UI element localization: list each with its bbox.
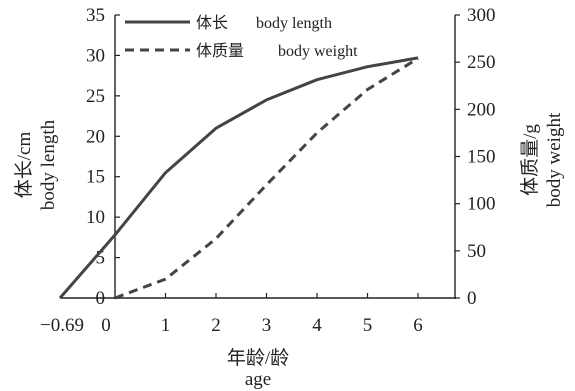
x-tick-label: 6: [413, 315, 423, 336]
legend-body-length-en: body length: [256, 15, 332, 32]
y-right-tick-label: 300: [467, 5, 496, 26]
series: [58, 56, 419, 300]
y-right-tick-label: 50: [467, 241, 486, 262]
y-right-tick-label: 0: [467, 288, 477, 309]
x-title-en: age: [245, 369, 271, 390]
y-left-title-zh: 体长/cm: [13, 132, 35, 199]
y-left-tick-label: 15: [86, 167, 105, 188]
x-tick-label: 5: [363, 315, 373, 336]
x-title-zh: 年龄/龄: [227, 347, 289, 369]
body-length-line: [58, 56, 419, 299]
legend: 体长 body length 体质量 body weight: [125, 14, 358, 60]
y-left-tick-label: 10: [86, 207, 105, 228]
y-right-tick-label: 250: [467, 52, 496, 73]
y-left-tick-label: 0: [96, 288, 106, 309]
y-left-tick-label: 35: [86, 5, 105, 26]
y-left-tick-label: 25: [86, 86, 105, 107]
x-tick-label: 3: [262, 315, 272, 336]
legend-body-weight-zh: 体质量: [196, 42, 244, 60]
y-left-tick-label: 5: [96, 248, 106, 269]
y-right-tick-label: 150: [467, 147, 496, 168]
y-right-tick-label: 200: [467, 99, 496, 120]
y-left-tick-label: 20: [86, 126, 105, 147]
legend-body-weight-en: body weight: [278, 43, 358, 60]
y-left-title-en: body length: [38, 119, 59, 210]
x-tick-label: 2: [211, 315, 221, 336]
body-weight-line: [114, 57, 419, 300]
y-left-tick-label: 30: [86, 45, 105, 66]
x-tick-label: 4: [312, 315, 322, 336]
y-right-title-en: body weight: [544, 112, 565, 207]
legend-body-length-zh: 体长: [196, 14, 228, 32]
x-tick-label: 0: [101, 315, 111, 336]
y-right-tick-label: 100: [467, 194, 496, 215]
x-tick-label: −0.69: [40, 315, 84, 336]
axes: [60, 15, 456, 299]
y-right-title-zh: 体质量/g: [519, 124, 541, 196]
x-tick-label: 1: [161, 315, 171, 336]
